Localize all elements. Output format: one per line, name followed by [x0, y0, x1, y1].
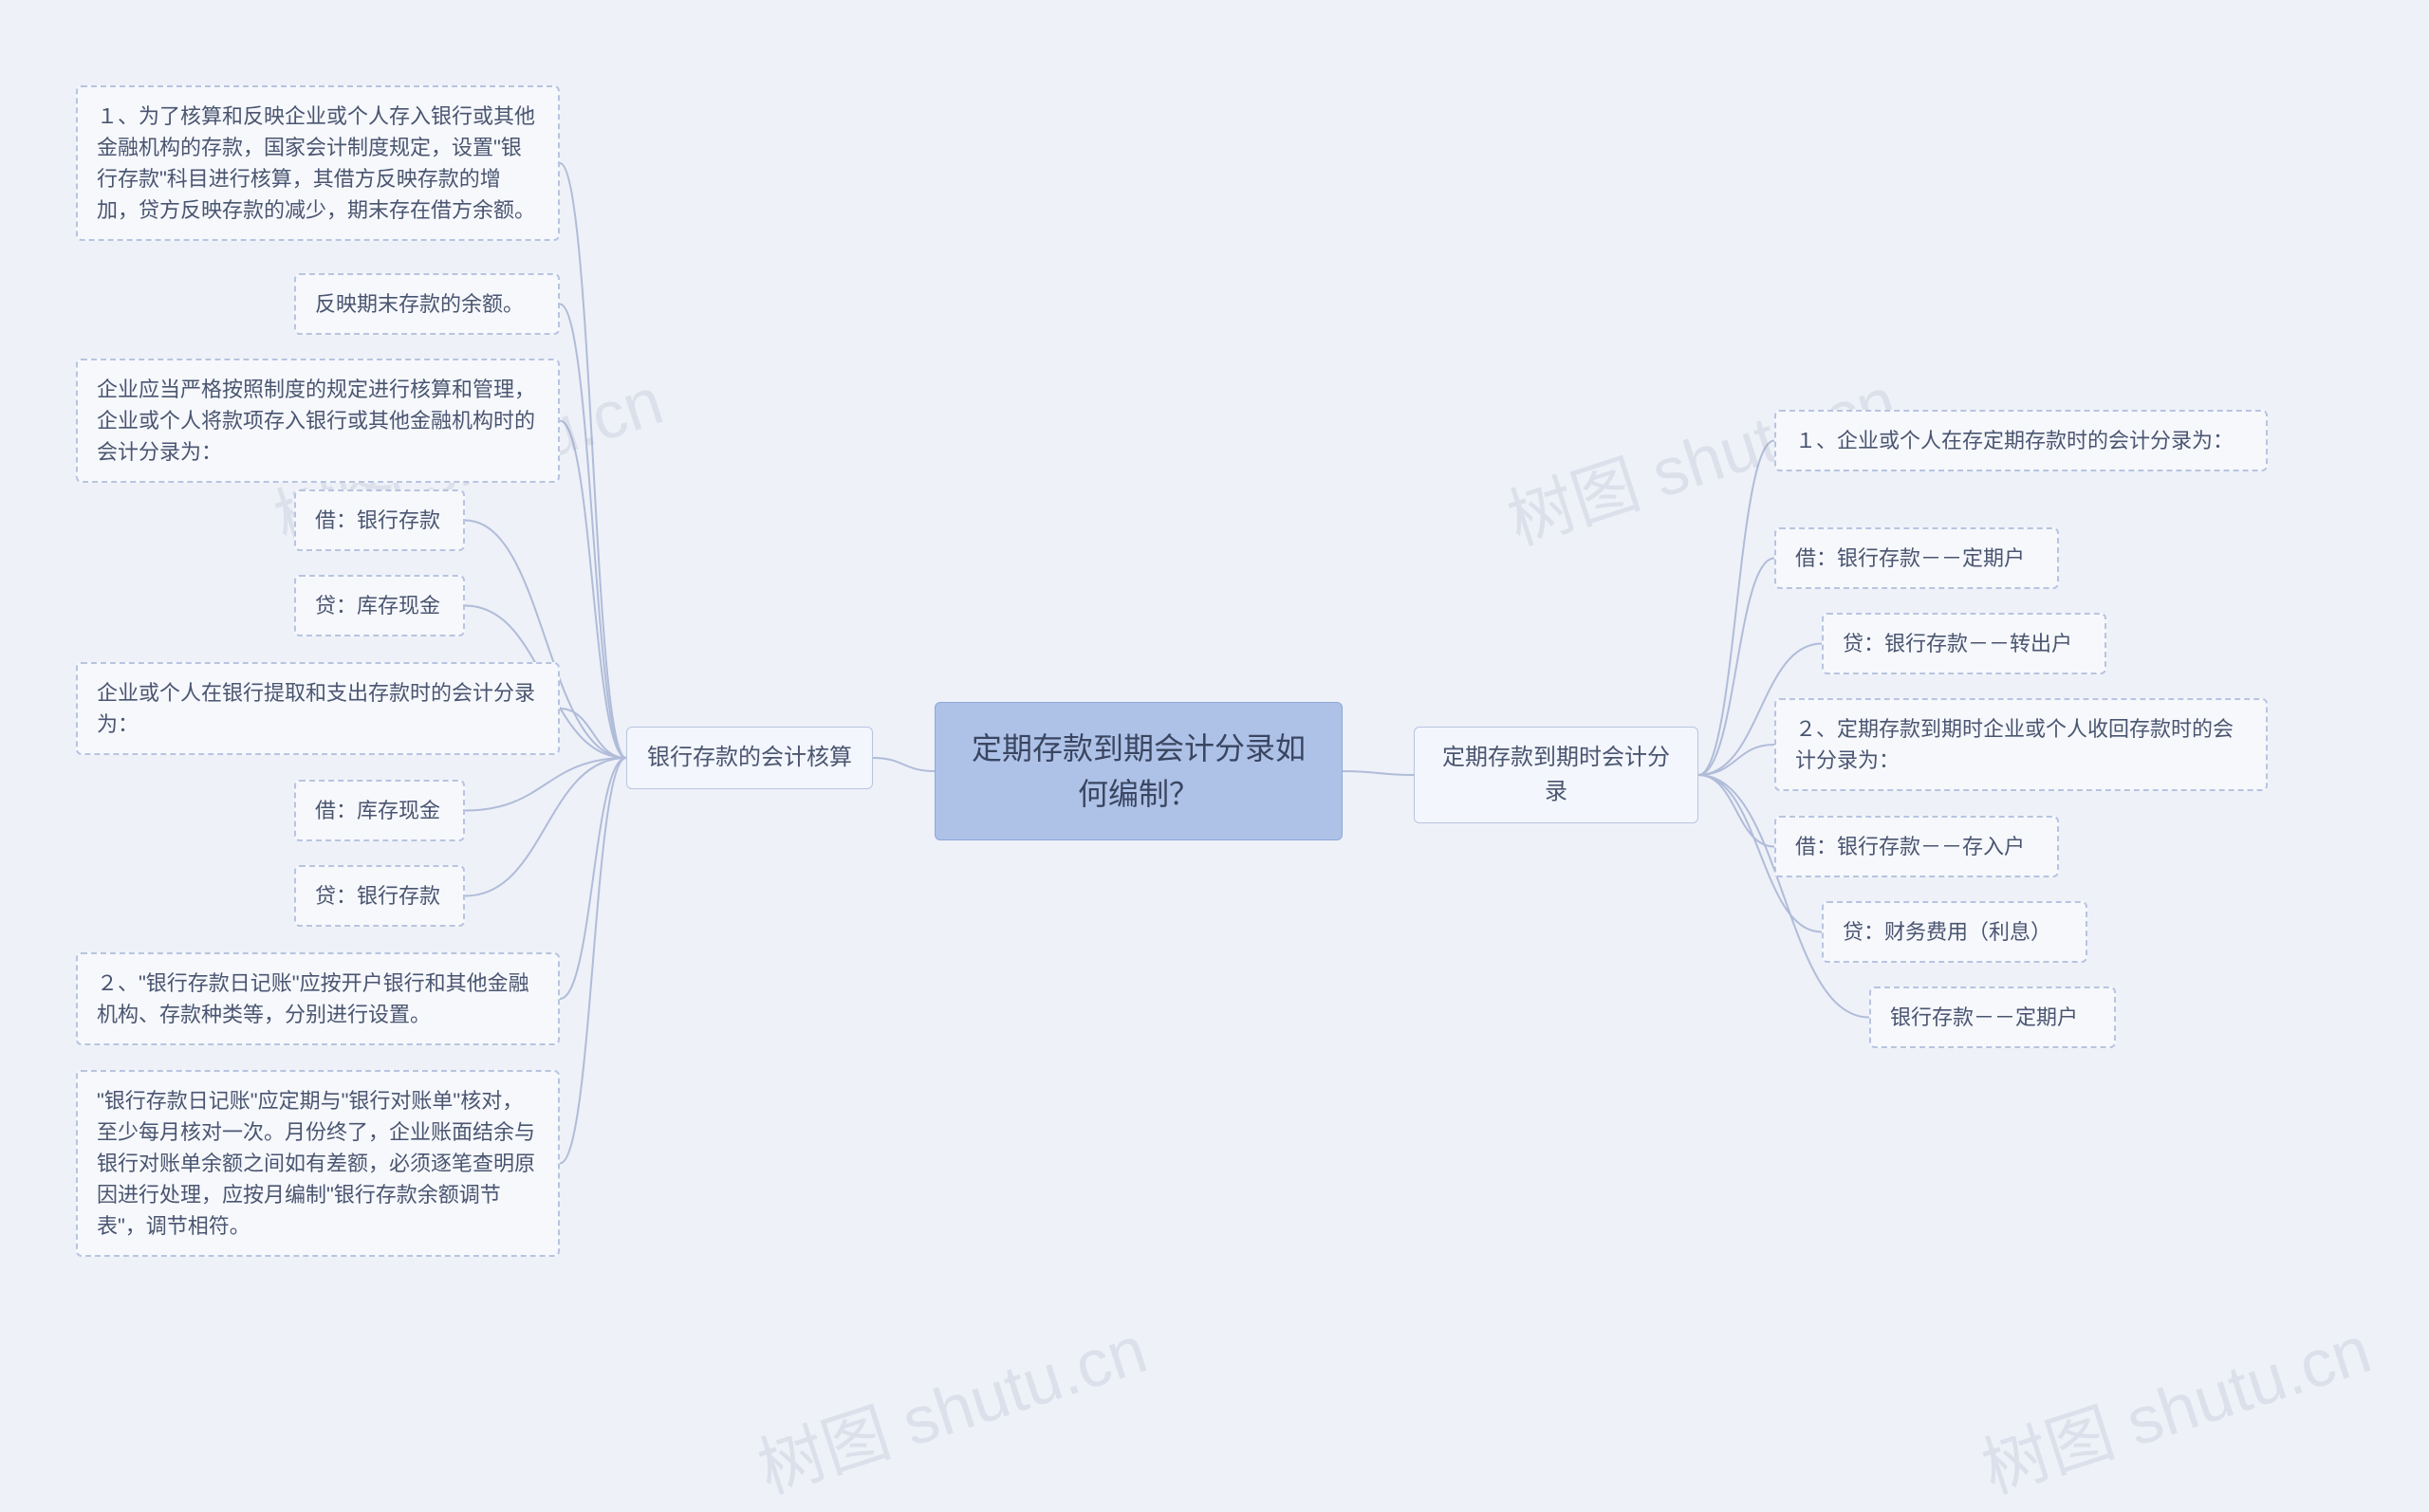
leaf-node-left-9: "银行存款日记账"应定期与"银行对账单"核对，至少每月核对一次。月份终了，企业账…	[76, 1070, 560, 1257]
leaf-node-left-0: １、为了核算和反映企业或个人存入银行或其他金融机构的存款，国家会计制度规定，设置…	[76, 85, 560, 241]
leaf-node-left-4: 贷：库存现金	[294, 575, 465, 636]
leaf-node-right-0: １、企业或个人在存定期存款时的会计分录为：	[1774, 410, 2268, 471]
leaf-node-left-3: 借：银行存款	[294, 489, 465, 551]
leaf-node-left-2: 企业应当严格按照制度的规定进行核算和管理，企业或个人将款项存入银行或其他金融机构…	[76, 359, 560, 483]
watermark: 树图 shutu.cn	[1969, 1297, 2382, 1512]
leaf-node-left-7: 贷：银行存款	[294, 865, 465, 927]
leaf-node-left-1: 反映期末存款的余额。	[294, 273, 560, 335]
branch-left: 银行存款的会计核算	[626, 727, 873, 789]
branch-right: 定期存款到期时会计分录	[1414, 727, 1698, 823]
leaf-node-left-8: ２、"银行存款日记账"应按开户银行和其他金融机构、存款种类等，分别进行设置。	[76, 952, 560, 1045]
leaf-node-right-6: 银行存款－－定期户	[1869, 986, 2116, 1048]
watermark: 树图 shutu.cn	[745, 1297, 1158, 1512]
leaf-node-right-4: 借：银行存款－－存入户	[1774, 816, 2059, 877]
leaf-node-right-3: ２、定期存款到期时企业或个人收回存款时的会计分录为：	[1774, 698, 2268, 791]
leaf-node-left-5: 企业或个人在银行提取和支出存款时的会计分录为：	[76, 662, 560, 755]
leaf-node-right-1: 借：银行存款－－定期户	[1774, 527, 2059, 589]
center-node: 定期存款到期会计分录如何编制？	[935, 702, 1343, 840]
leaf-node-left-6: 借：库存现金	[294, 780, 465, 841]
leaf-node-right-2: 贷：银行存款－－转出户	[1822, 613, 2106, 674]
leaf-node-right-5: 贷：财务费用（利息）	[1822, 901, 2087, 963]
